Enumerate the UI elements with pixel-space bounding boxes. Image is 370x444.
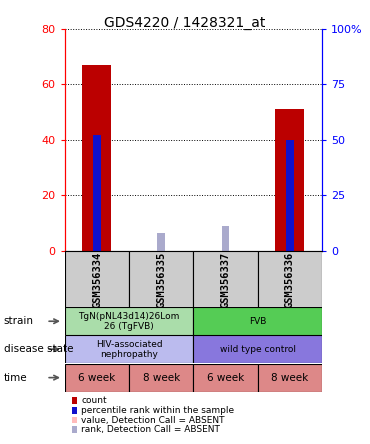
Bar (65, 307, 194, 335)
Text: count: count (81, 396, 107, 405)
Bar (194, 307, 322, 335)
Bar (222, 226, 229, 251)
Text: wild type control: wild type control (220, 345, 296, 354)
Text: GSM356336: GSM356336 (285, 252, 295, 308)
Bar (93, 135, 101, 251)
Text: 6 week: 6 week (207, 373, 244, 383)
Bar (286, 140, 294, 251)
Text: 8 week: 8 week (271, 373, 308, 383)
Bar (194, 335, 322, 363)
Bar (157, 233, 165, 251)
Bar (65, 335, 194, 363)
Bar (129, 251, 194, 309)
Text: rank, Detection Call = ABSENT: rank, Detection Call = ABSENT (81, 425, 220, 434)
Text: FVB: FVB (249, 317, 266, 326)
Bar (222, 246, 229, 251)
Bar (194, 251, 258, 309)
Text: strain: strain (4, 316, 34, 326)
Text: time: time (4, 373, 27, 383)
Text: TgN(pNL43d14)26Lom
26 (TgFVB): TgN(pNL43d14)26Lom 26 (TgFVB) (78, 312, 180, 331)
Text: percentile rank within the sample: percentile rank within the sample (81, 406, 234, 415)
Bar (258, 251, 322, 309)
Bar (275, 109, 304, 251)
Text: GDS4220 / 1428321_at: GDS4220 / 1428321_at (104, 16, 266, 30)
Bar (65, 364, 129, 392)
Bar (129, 364, 194, 392)
Bar (83, 65, 111, 251)
Text: GSM356334: GSM356334 (92, 252, 102, 308)
Text: HIV-associated
nephropathy: HIV-associated nephropathy (96, 340, 162, 359)
Bar (258, 364, 322, 392)
Text: GSM356335: GSM356335 (156, 252, 166, 308)
Bar (194, 364, 258, 392)
Bar (65, 251, 129, 309)
Bar (157, 246, 165, 251)
Text: value, Detection Call = ABSENT: value, Detection Call = ABSENT (81, 416, 225, 424)
Text: disease state: disease state (4, 344, 73, 354)
Text: GSM356337: GSM356337 (221, 252, 231, 308)
Text: 6 week: 6 week (78, 373, 115, 383)
Text: 8 week: 8 week (142, 373, 180, 383)
